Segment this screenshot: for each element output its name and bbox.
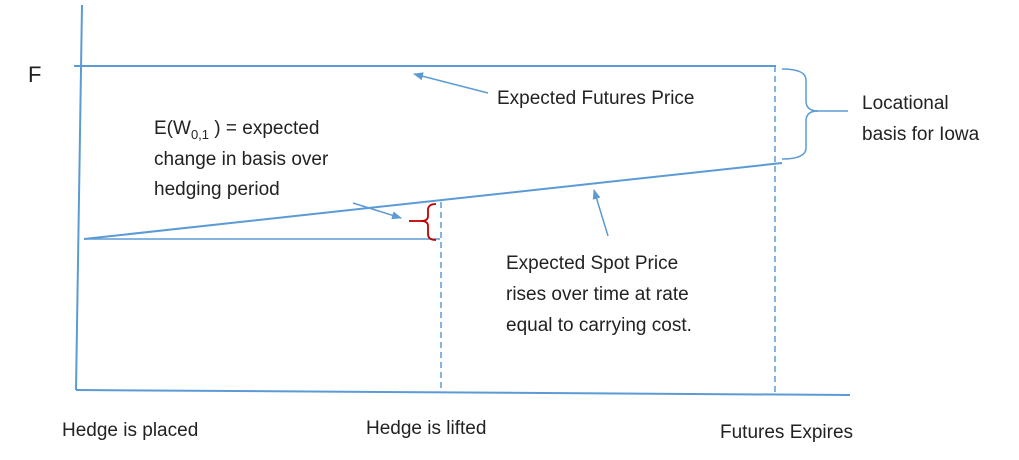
x-label-hedge-lifted: Hedge is lifted xyxy=(366,418,486,439)
y-axis xyxy=(75,4,83,391)
expected-futures-price-label: Expected Futures Price xyxy=(497,88,694,109)
basis-change-label-line2: change in basis over xyxy=(154,149,329,170)
basis-change-subscript: 0,1 xyxy=(191,127,209,142)
x-axis xyxy=(75,389,851,396)
basis-change-arrow xyxy=(352,202,402,220)
spot-price-label-line2: rises over time at rate xyxy=(506,284,689,305)
basis-change-label-line3: hedging period xyxy=(154,179,280,200)
basis-change-prefix: E(W xyxy=(154,118,191,139)
x-label-hedge-placed: Hedge is placed xyxy=(62,420,198,441)
basis-change-suffix: ) = expected xyxy=(209,118,319,139)
basis-change-label-line1: E(W0,1 ) = expected xyxy=(154,118,319,142)
expected-spot-price-line xyxy=(83,162,783,240)
locational-basis-label-line1: Locational xyxy=(862,93,949,114)
spot-price-label-line3: equal to carrying cost. xyxy=(506,315,692,336)
locational-basis-label-line2: basis for Iowa xyxy=(862,124,980,145)
x-label-futures-expires: Futures Expires xyxy=(720,422,853,443)
basis-change-bracket xyxy=(420,203,437,241)
locational-basis-brace xyxy=(781,68,819,160)
spot-price-label-line1: Expected Spot Price xyxy=(506,253,678,274)
futures-price-arrow xyxy=(413,72,489,94)
spot-price-arrow xyxy=(592,189,609,237)
y-axis-label: F xyxy=(28,62,41,87)
